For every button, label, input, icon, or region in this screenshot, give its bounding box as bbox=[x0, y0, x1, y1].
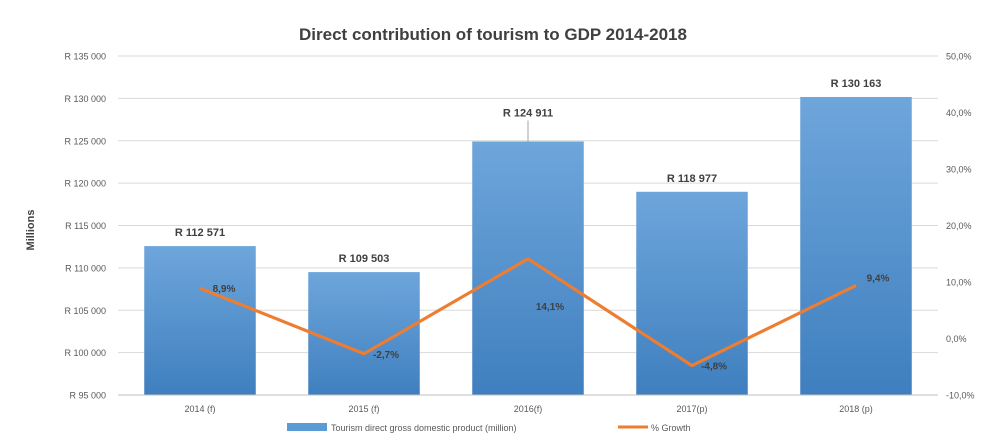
line-value-label: 9,4% bbox=[867, 273, 890, 284]
y-left-tick-label: R 120 000 bbox=[64, 179, 106, 189]
y-right-tick-label: -10,0% bbox=[946, 391, 975, 401]
x-tick-label: 2018 (p) bbox=[839, 404, 873, 414]
line-value-label: -2,7% bbox=[373, 350, 399, 361]
y-left-tick-label: R 115 000 bbox=[65, 221, 106, 231]
axes: R 95 000 R 100 000 R 105 000 R 110 000 R 115… bbox=[64, 52, 974, 415]
bar-value-label: R 112 571 bbox=[175, 227, 225, 239]
growth-line bbox=[199, 257, 857, 368]
y-axis-title: Millions bbox=[25, 210, 37, 251]
y-right-tick-label: 20,0% bbox=[946, 221, 972, 231]
x-tick-label: 2015 (f) bbox=[348, 404, 379, 414]
data-labels: R 112 571 R 109 503 R 124 911 R 118 977 R 13… bbox=[175, 78, 890, 373]
bar bbox=[308, 272, 420, 395]
bar-value-label: R 124 911 bbox=[503, 108, 553, 120]
growth-line-group bbox=[199, 257, 857, 368]
x-tick-label: 2014 (f) bbox=[184, 404, 215, 414]
y-left-tick-label: R 110 000 bbox=[65, 263, 106, 273]
bar bbox=[144, 246, 256, 395]
y-right-tick-label: 40,0% bbox=[946, 108, 972, 118]
bar bbox=[472, 141, 584, 395]
legend-label-bars: Tourism direct gross domestic product (m… bbox=[331, 423, 517, 433]
y-right-tick-label: 30,0% bbox=[946, 165, 972, 175]
bars bbox=[144, 96, 912, 395]
y-left-tick-label: R 135 000 bbox=[64, 52, 106, 62]
x-tick-label: 2016(f) bbox=[514, 404, 543, 414]
line-value-label: 14,1% bbox=[536, 302, 564, 313]
y-left-tick-label: R 100 000 bbox=[64, 348, 106, 358]
legend: Tourism direct gross domestic product (m… bbox=[287, 423, 691, 433]
y-left-tick-label: R 125 000 bbox=[64, 136, 106, 146]
bar-value-label: R 118 977 bbox=[667, 173, 717, 185]
y-right-tick-label: 10,0% bbox=[946, 278, 972, 288]
chart-title: Direct contribution of tourism to GDP 20… bbox=[299, 25, 687, 44]
bar-value-label: R 109 503 bbox=[339, 253, 390, 265]
x-tick-label: 2017(p) bbox=[676, 404, 707, 414]
bar bbox=[636, 191, 748, 395]
y-right-tick-label: 0,0% bbox=[946, 334, 967, 344]
line-value-label: -4,8% bbox=[701, 362, 727, 373]
bar-value-label: R 130 163 bbox=[831, 78, 882, 90]
y-left-tick-label: R 130 000 bbox=[64, 94, 106, 104]
y-left-tick-label: R 105 000 bbox=[64, 306, 106, 316]
legend-label-line: % Growth bbox=[651, 423, 691, 433]
legend-swatch-bars bbox=[287, 423, 327, 431]
y-left-tick-label: R 95 000 bbox=[69, 391, 106, 401]
line-value-label: 8,9% bbox=[213, 284, 236, 295]
bar bbox=[800, 96, 912, 395]
y-right-tick-label: 50,0% bbox=[946, 52, 972, 62]
